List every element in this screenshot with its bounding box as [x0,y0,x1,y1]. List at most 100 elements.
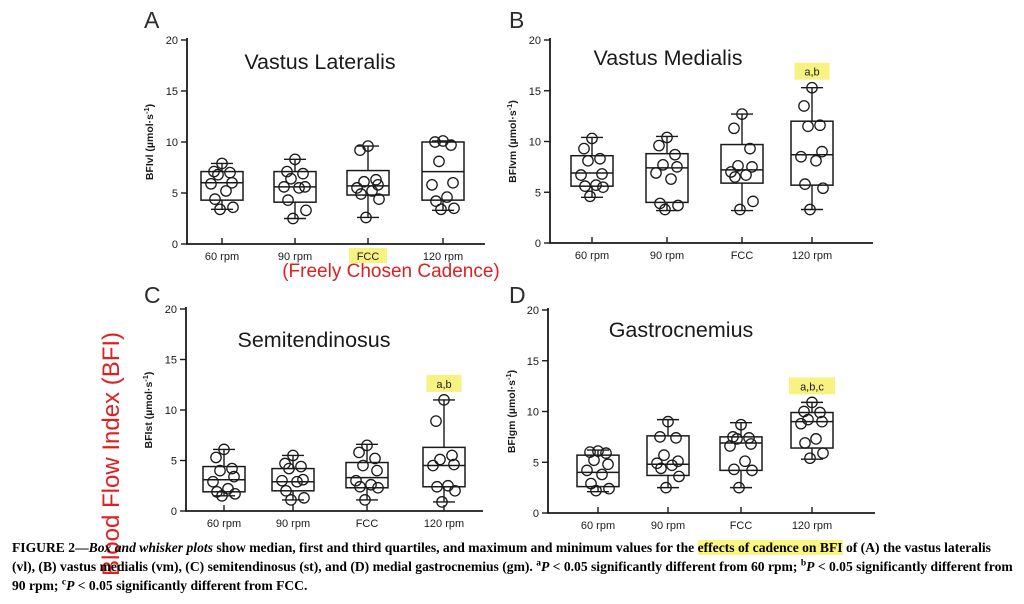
data-point [220,185,232,197]
y-axis-title: BFIvm (µmol·s-1) [505,100,519,183]
category-label: FCC [731,250,754,262]
data-point [229,487,241,500]
y-tick-label: 20 [165,304,177,316]
iqr-box [570,154,614,187]
iqr-box [271,467,315,492]
data-point [669,148,681,161]
data-point [806,396,818,409]
y-tick-label: 0 [535,238,541,250]
data-point [351,182,363,194]
data-point [672,455,684,468]
data-point [817,447,829,459]
data-point [581,464,593,477]
data-point [728,463,740,476]
y-tick-label: 5 [172,188,178,200]
data-point [209,193,221,205]
gastrocnemius-boxplot: 0 5 10 15 20 BFIgm (µmol·s-1) Gastrocnemius 60 … [505,305,875,532]
data-point [372,481,384,494]
caption-segment: < 0.05 significantly different from FCC. [74,577,308,593]
panel-title: Semitendinosus [238,328,391,352]
data-point [372,178,384,191]
data-point [744,142,756,155]
data-point [729,171,741,183]
panel-title: Vastus Medialis [594,46,743,70]
data-point [212,168,224,181]
y-tick-label: 20 [529,35,541,47]
data-point [662,415,674,428]
panel-vastus-lateralis: A 0 5 10 15 20 BFIvl (µmol·s-1) Vastus Lateral… [140,5,492,295]
data-point [657,158,669,171]
panel-b-letter: B [509,7,525,33]
data-point [431,480,443,493]
data-point [448,458,460,471]
data-point [355,188,367,200]
data-point [654,431,666,443]
data-point [804,452,816,465]
category-label: 60 rpm [205,251,239,263]
caption-segment: P [66,577,75,593]
data-point [354,480,366,493]
data-point [810,154,822,167]
data-point [295,460,307,473]
data-point [816,145,828,158]
data-point [365,478,377,491]
caption-segment: of (A) the vastus lateralis (vl), (B) va… [12,540,991,574]
data-point [361,439,373,452]
data-point [448,202,460,215]
data-point [435,203,447,216]
significance-highlight [789,377,835,395]
significance-label: a,b,c [800,381,824,393]
data-point [427,459,439,472]
data-point [430,415,442,427]
caption-segment: < 0.05 significantly different from 90 r… [12,558,1013,593]
figure-caption: FIGURE 2—Box and whisker plots show medi… [12,539,1014,595]
caption-segment: a [536,558,541,569]
data-point [816,415,828,428]
data-point [671,161,683,173]
data-point [214,203,226,216]
panel-gastrocnemius: D 0 5 10 15 20 BFIgm (µmol·s-1) Gastrocnemius 6… [505,272,880,567]
vastus-medialis-boxplot: 0 5 10 15 20 BFIvm (µmol·s-1) Vastus Medialis 6… [505,35,873,262]
data-point [814,119,826,132]
data-point [732,160,744,172]
semitendinosus-boxplot: 0 5 10 15 20 BFIst (µmol·s-1) Semitendinosus 60… [141,304,483,530]
data-point [216,490,228,502]
data-point [650,167,662,179]
data-point [205,177,217,190]
data-point [804,203,816,216]
data-point [658,449,670,461]
panel-title: Vastus Lateralis [244,50,395,74]
data-point [575,169,587,181]
data-point [207,475,219,488]
data-point [661,131,673,144]
significance-label: a,b [436,379,451,391]
data-point [300,204,312,217]
caption-segment: FIGURE 2— [12,540,89,555]
data-point [282,194,294,206]
data-point [603,482,615,495]
data-point [728,122,740,135]
data-point [596,168,608,180]
data-point [798,100,810,112]
data-point [582,154,594,167]
data-point [226,462,238,475]
data-point [597,181,609,194]
data-point [353,446,365,459]
data-point [673,470,685,483]
data-point [366,185,378,197]
data-point [584,190,596,203]
data-point [210,451,222,464]
data-point [740,169,752,181]
category-label: 60 rpm [207,518,241,530]
iqr-box [422,446,466,488]
data-point [438,394,450,406]
data-point [746,161,758,173]
significance-label: a,b [804,67,819,79]
significance-highlight [426,374,462,392]
data-point [280,484,292,497]
data-point [655,462,667,475]
panel-a-letter: A [144,7,160,33]
data-point [276,474,288,487]
data-point [446,449,458,462]
data-point [429,136,441,148]
